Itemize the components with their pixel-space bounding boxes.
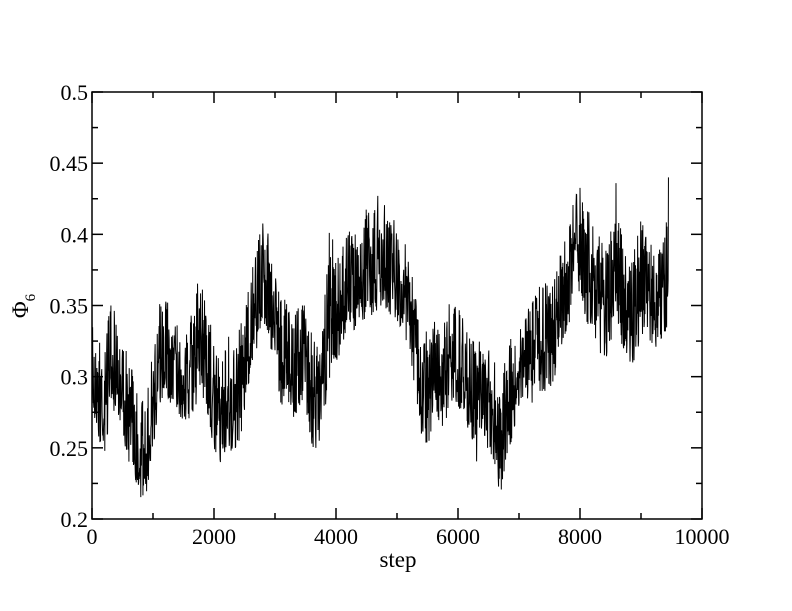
- x-tick-label: 4000: [314, 524, 358, 549]
- x-tick-label: 8000: [558, 524, 602, 549]
- axis-ticks: 0 2000 4000 6000 8000 10000 0.2 0.25 0.3 0.35 0.4 0…: [50, 80, 730, 549]
- plot-area: [91, 177, 669, 498]
- x-tick-label: 2000: [192, 524, 236, 549]
- series-line: [91, 177, 669, 498]
- y-axis-label-subscript: 6: [23, 293, 39, 301]
- y-tick-label: 0.2: [61, 507, 89, 532]
- y-tick-label: 0.4: [61, 222, 89, 247]
- x-tick-label: 6000: [436, 524, 480, 549]
- x-tick-label: 10000: [675, 524, 730, 549]
- y-tick-label: 0.25: [50, 436, 89, 461]
- y-axis-label-main: Φ: [8, 301, 33, 318]
- y-axis-label: Φ6: [8, 293, 39, 318]
- x-tick-label: 0: [87, 524, 98, 549]
- y-tick-label: 0.3: [61, 365, 89, 390]
- y-tick-label: 0.45: [50, 151, 89, 176]
- y-tick-label: 0.35: [50, 294, 89, 319]
- x-axis-label: step: [379, 547, 416, 572]
- y-tick-label: 0.5: [61, 80, 89, 105]
